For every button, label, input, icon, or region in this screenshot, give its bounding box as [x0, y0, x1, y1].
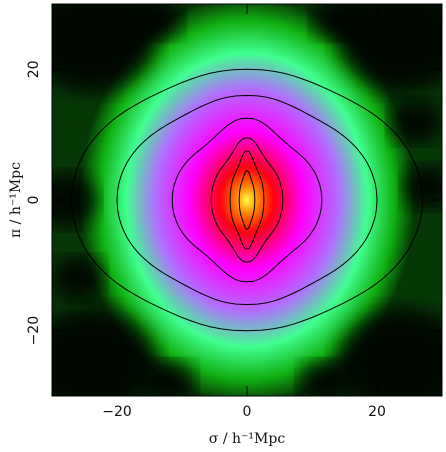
dark-region — [52, 256, 104, 301]
heatmap-noise — [52, 4, 442, 396]
contour-level-2 — [116, 94, 378, 306]
contour-lines — [70, 68, 424, 332]
contour-level-3 — [171, 117, 323, 283]
x-tick-label: 20 — [368, 404, 386, 420]
contour-level-1 — [70, 68, 424, 332]
dark-region — [130, 4, 182, 40]
y-tick-label: 20 — [26, 60, 42, 78]
dark-region — [299, 360, 351, 396]
x-tick-label: −20 — [102, 404, 132, 420]
dark-region — [390, 99, 442, 144]
y-tick-label: −20 — [26, 316, 42, 346]
dark-region — [52, 308, 156, 396]
contour-level-5 — [229, 150, 265, 250]
dark-region — [338, 308, 442, 396]
y-tick-label: 0 — [26, 196, 42, 205]
x-axis-label: σ / h⁻¹Mpc — [209, 431, 285, 447]
dark-region — [338, 4, 442, 92]
dark-region — [143, 360, 195, 396]
y-axis: −20 0 20 — [26, 60, 442, 345]
x-tick-label: 0 — [243, 404, 252, 420]
y-axis-label: π / h⁻¹Mpc — [8, 162, 24, 238]
contour-level-6 — [238, 170, 256, 230]
x-axis: −20 0 20 — [102, 4, 386, 420]
dark-region — [312, 4, 364, 40]
contour-level-4 — [210, 137, 284, 263]
dark-region — [52, 4, 156, 92]
dark-region — [52, 172, 98, 228]
dark-region — [403, 164, 442, 209]
heatmap-layer — [52, 4, 442, 396]
